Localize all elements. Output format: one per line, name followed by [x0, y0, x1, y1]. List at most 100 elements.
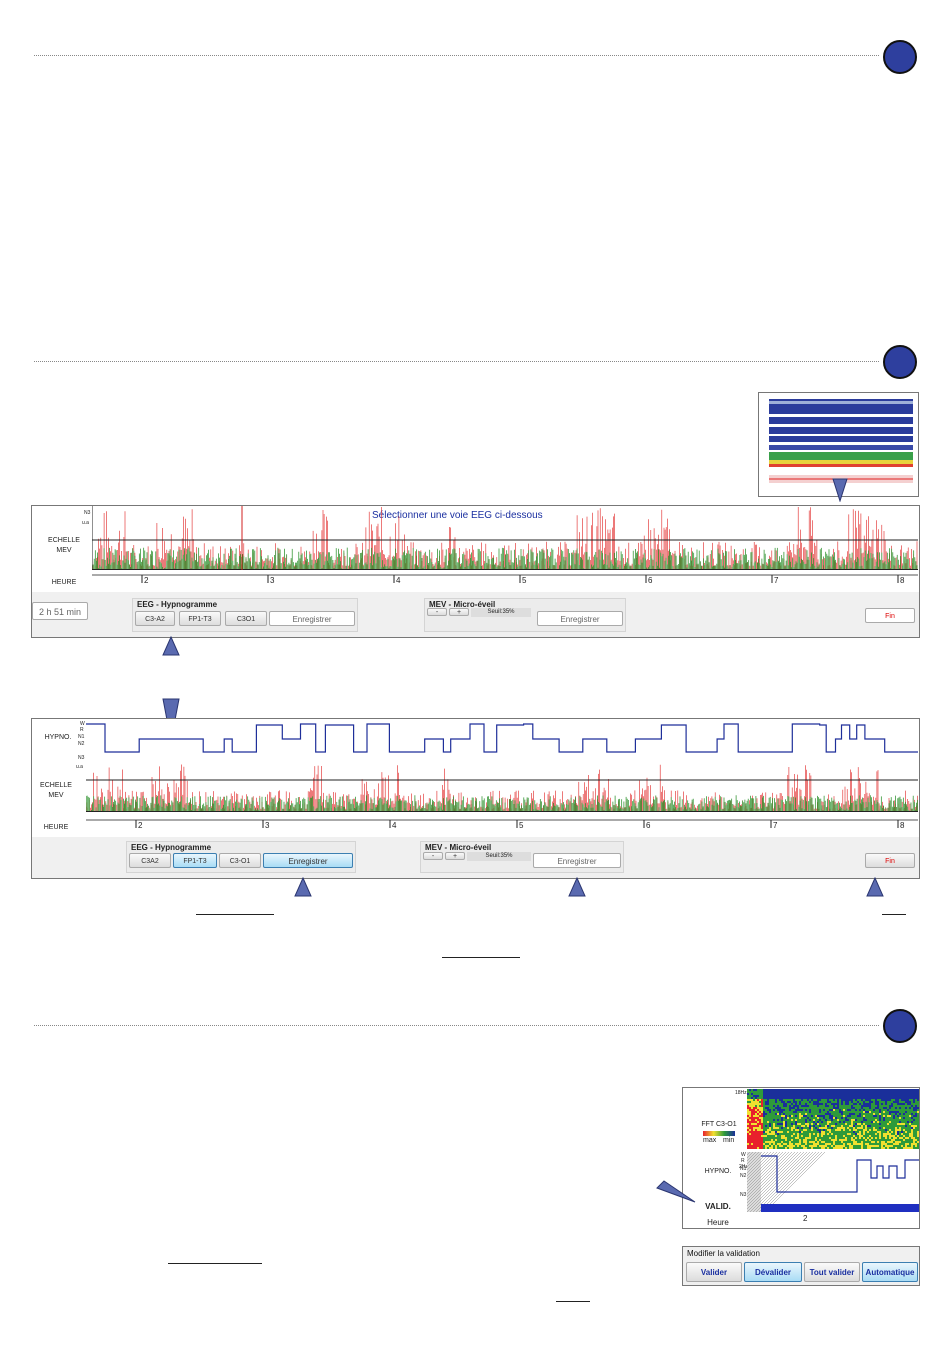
- pointer-arrow-icon: [568, 877, 586, 897]
- mev-chart[interactable]: [92, 506, 918, 570]
- control-bar: EEG - Hypnogramme C3A2 FP1-T3 C3-O1 Enre…: [32, 837, 919, 878]
- hypnogram-chart[interactable]: [747, 1152, 919, 1212]
- time-axis: [86, 819, 918, 828]
- valid-label: VALID.: [705, 1202, 731, 1211]
- step-badge-icon: [883, 345, 917, 379]
- threshold-minus-button[interactable]: -: [427, 608, 447, 616]
- mev-chart[interactable]: [86, 764, 918, 812]
- stage-r: R: [80, 727, 84, 733]
- hatched-region: [747, 1152, 761, 1212]
- tick-label: 3: [265, 821, 270, 830]
- legend-min: min: [723, 1137, 735, 1144]
- text-underline: [556, 1301, 590, 1302]
- text-underline: [442, 957, 520, 958]
- y-label-threshold: u.a: [76, 764, 83, 770]
- end-button[interactable]: Fin: [865, 608, 915, 623]
- section-divider-2: [34, 361, 879, 362]
- fft-legend-colors: [703, 1131, 735, 1136]
- section-divider-3: [34, 1025, 879, 1026]
- hypno-label: HYPNO.: [704, 1168, 732, 1175]
- pointer-arrow-icon: [294, 877, 312, 897]
- validate-button[interactable]: Valider: [686, 1262, 742, 1282]
- channel-c3a2-button[interactable]: C3A2: [129, 853, 171, 868]
- pointer-arrow-icon: [656, 1180, 696, 1203]
- save-button[interactable]: Enregistrer: [263, 853, 353, 868]
- section-divider-1: [34, 55, 879, 56]
- mev-bars: [86, 764, 918, 812]
- mev-bars: [92, 507, 918, 570]
- legend-max: max: [703, 1137, 717, 1144]
- duration-display: 2 h 51 min: [32, 602, 88, 620]
- sleep-analysis-window-2: HYPNO. W R N1 N2 N3 u.a ECHELLE MEV HEUR…: [31, 718, 920, 879]
- channel-c3o1-button[interactable]: C3O1: [225, 611, 267, 626]
- mev-group-title: MEV - Micro-éveil: [429, 600, 496, 609]
- mev-red-trace: [92, 507, 918, 570]
- stage-w: W: [741, 1152, 746, 1158]
- channel-c3o1-button[interactable]: C3-O1: [219, 853, 261, 868]
- mev-label: MEV: [48, 792, 64, 799]
- channel-fp1t3-button[interactable]: FP1-T3: [179, 611, 221, 626]
- stage-n1: N1: [78, 734, 85, 740]
- heure-label: Heure: [707, 1218, 729, 1227]
- y-label-threshold: u.a: [82, 520, 89, 526]
- eeg-group-title: EEG - Hypnogramme: [137, 600, 218, 609]
- hypno-label: HYPNO.: [44, 734, 72, 741]
- mev-group-title: MEV - Micro-éveil: [425, 843, 492, 852]
- echelle-label: ECHELLE: [40, 782, 72, 789]
- stage-n2: N2: [740, 1173, 747, 1179]
- text-underline: [196, 914, 274, 915]
- stage-n1: N1: [740, 1166, 747, 1172]
- text-underline: [882, 914, 906, 915]
- validation-panel: 18Hz 2Hz FFT C3-O1 max min HYPNO. W R N1…: [682, 1087, 920, 1229]
- stage-n3: N3: [78, 755, 85, 761]
- tick-label: 4: [392, 821, 397, 830]
- stage-n2: N2: [78, 741, 85, 747]
- threshold-value: Seuil:35%: [467, 852, 531, 861]
- tick-label: 5: [519, 821, 524, 830]
- tick-label: 6: [646, 821, 651, 830]
- heure-label: HEURE: [51, 579, 77, 586]
- mev-save-button[interactable]: Enregistrer: [537, 611, 623, 626]
- eeg-group: EEG - Hypnogramme C3A2 FP1-T3 C3-O1 Enre…: [126, 841, 356, 873]
- tick-label: 8: [900, 576, 905, 585]
- fft-spectrogram[interactable]: [747, 1089, 919, 1149]
- mev-group: MEV - Micro-éveil - + Seuil:35% Enregist…: [424, 598, 626, 632]
- hypnogram-trace: [86, 723, 918, 753]
- eeg-group-title: EEG - Hypnogramme: [131, 843, 212, 852]
- save-button[interactable]: Enregistrer: [269, 611, 355, 626]
- hypnogram-chart[interactable]: [86, 721, 918, 763]
- invalidate-button[interactable]: Dévalider: [744, 1262, 802, 1282]
- pointer-arrow-icon: [832, 478, 848, 502]
- hypnogram-trace: [761, 1155, 919, 1193]
- fft-bottom-label: 2Hz: [739, 1164, 748, 1170]
- tick-label: 2: [144, 576, 149, 585]
- automatic-button[interactable]: Automatique: [862, 1262, 918, 1282]
- validate-all-button[interactable]: Tout valider: [804, 1262, 860, 1282]
- time-axis: [92, 574, 918, 583]
- threshold-value: Seuil:35%: [471, 608, 531, 617]
- threshold-plus-button[interactable]: +: [445, 852, 465, 860]
- validation-bar: [761, 1204, 919, 1212]
- channel-c3a2-button[interactable]: C3-A2: [135, 611, 175, 626]
- tick-label: 7: [773, 821, 778, 830]
- banner-text: Sélectionner une voie EEG ci-dessous: [372, 510, 543, 521]
- threshold-plus-button[interactable]: +: [449, 608, 469, 616]
- mev-group: MEV - Micro-éveil - + Seuil:35% Enregist…: [420, 841, 624, 873]
- fft-label: FFT C3-O1: [701, 1121, 737, 1128]
- step-badge-icon: [883, 1009, 917, 1043]
- tick-label: 2: [138, 821, 143, 830]
- pointer-arrow-icon: [162, 636, 180, 656]
- mev-save-button[interactable]: Enregistrer: [533, 853, 621, 868]
- threshold-minus-button[interactable]: -: [423, 852, 443, 860]
- stage-n3: N3: [740, 1192, 747, 1198]
- modify-validation-title: Modifier la validation: [687, 1249, 760, 1258]
- tick-label: 6: [648, 576, 653, 585]
- channel-fp1t3-button[interactable]: FP1-T3: [173, 853, 217, 868]
- text-underline: [168, 1263, 262, 1264]
- mev-label: MEV: [56, 547, 72, 554]
- modify-validation-panel: Modifier la validation Valider Dévalider…: [682, 1246, 920, 1286]
- end-button[interactable]: Fin: [865, 853, 915, 868]
- mev-green-trace: [86, 795, 918, 812]
- eeg-group: EEG - Hypnogramme C3-A2 FP1-T3 C3O1 Enre…: [132, 598, 358, 632]
- sleep-analysis-window-1: N3 u.a ECHELLE MEV HEURE Sélectionner un…: [31, 505, 920, 638]
